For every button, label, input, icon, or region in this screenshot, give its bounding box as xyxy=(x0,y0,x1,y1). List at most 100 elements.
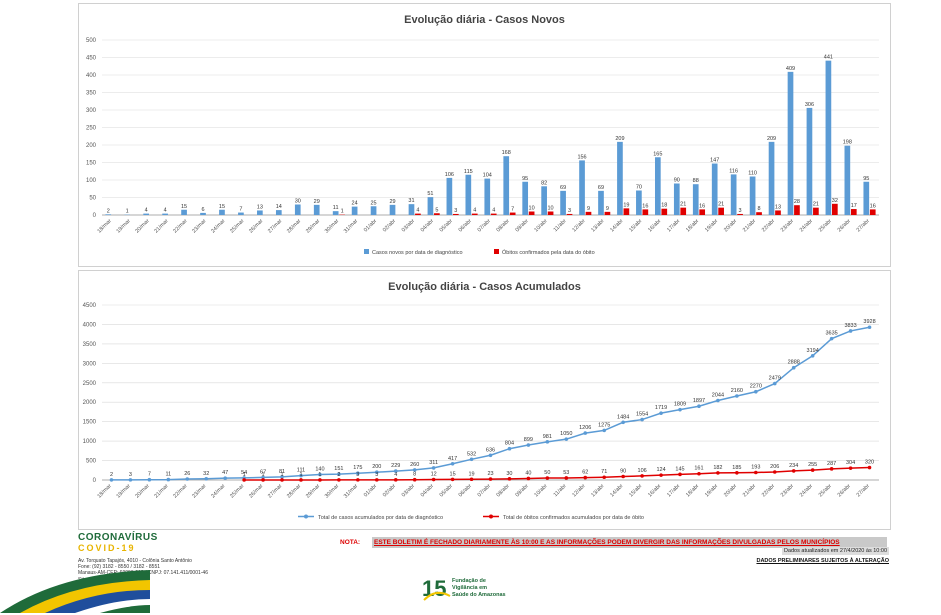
cases-point-label: 532 xyxy=(467,451,476,457)
cases-point-label: 1719 xyxy=(655,405,667,411)
bar-cases-label: 116 xyxy=(729,168,738,174)
x-tick-label: 26/abr xyxy=(837,218,852,233)
deaths-point-label: 145 xyxy=(675,466,684,472)
bar-cases-label: 25 xyxy=(371,200,377,206)
x-tick-label: 21/mar xyxy=(153,218,169,234)
bar-cases xyxy=(560,190,566,215)
nota-text: ESTE BOLETIM É FECHADO DIARIAMENTE ÀS 10… xyxy=(372,537,887,548)
x-tick-label: 19/mar xyxy=(115,218,131,234)
x-tick-label: 21/abr xyxy=(742,483,757,498)
deaths-point-label: 53 xyxy=(563,470,569,476)
y-tick-label: 350 xyxy=(86,91,97,97)
bar-cases xyxy=(749,176,756,215)
cases-point xyxy=(469,457,474,462)
deaths-point xyxy=(261,478,265,482)
bar-cases-label: 6 xyxy=(201,207,204,213)
x-tick-label: 23/mar xyxy=(191,218,207,234)
cases-point xyxy=(223,476,227,480)
bar-cases xyxy=(806,107,813,215)
x-tick-label: 25/mar xyxy=(229,218,245,234)
cases-point-label: 47 xyxy=(222,470,228,476)
x-tick-label: 16/abr xyxy=(647,483,662,498)
x-tick-label: 26/mar xyxy=(248,483,264,499)
x-tick-label: 03/abr xyxy=(401,483,416,498)
x-tick-label: 02/abr xyxy=(382,483,397,498)
y-tick-label: 250 xyxy=(86,126,97,132)
x-tick-label: 19/abr xyxy=(704,483,719,498)
x-tick-label: 24/abr xyxy=(799,483,814,498)
bar-cases-label: 69 xyxy=(560,185,566,191)
bar-cases-label: 13 xyxy=(257,204,263,210)
bar-deaths xyxy=(528,211,535,215)
deaths-point xyxy=(507,477,512,481)
x-tick-label: 06/abr xyxy=(458,483,473,498)
y-tick-label: 100 xyxy=(86,178,97,184)
cases-point xyxy=(697,404,701,409)
deaths-point-label: 320 xyxy=(865,460,874,466)
x-tick-label: 12/abr xyxy=(571,218,586,233)
deaths-point-label: 4 xyxy=(394,472,397,478)
bar-cases xyxy=(673,183,680,215)
deaths-point-label: 23 xyxy=(487,471,493,477)
deaths-point-label: 62 xyxy=(582,470,588,476)
bar-deaths-label: 21 xyxy=(813,202,819,208)
bar-deaths-label: 16 xyxy=(642,203,648,209)
y-tick-label: 4000 xyxy=(83,322,97,328)
cases-point-label: 3635 xyxy=(825,331,837,337)
logo-line2: COVID-19 xyxy=(78,543,136,553)
bar-cases-label: 115 xyxy=(464,169,473,175)
legend-label: Óbitos confirmados pela data do óbito xyxy=(502,249,595,256)
bar-deaths-label: 8 xyxy=(758,206,761,212)
deaths-point-label: 287 xyxy=(827,461,836,467)
bar-deaths xyxy=(737,213,743,215)
bar-cases xyxy=(257,210,263,215)
bar-cases xyxy=(181,209,187,215)
cases-point xyxy=(356,471,360,475)
deaths-point xyxy=(526,476,531,481)
y-tick-label: 0 xyxy=(93,478,97,484)
bar-cases-label: 51 xyxy=(427,191,433,197)
cases-point xyxy=(564,437,569,441)
x-tick-label: 11/abr xyxy=(553,483,568,498)
bar-cases xyxy=(617,141,623,215)
bar-cases-label: 306 xyxy=(805,102,814,108)
cases-point xyxy=(280,475,284,479)
bar-deaths xyxy=(623,208,630,215)
bar-deaths xyxy=(850,209,857,215)
x-tick-label: 07/abr xyxy=(477,483,492,498)
bar-deaths-label: 9 xyxy=(587,206,590,212)
bar-deaths-label: 16 xyxy=(870,203,876,209)
bar-deaths-label: 3 xyxy=(568,208,571,214)
cases-point-label: 2 xyxy=(110,472,113,478)
bar-cases-label: 1 xyxy=(126,209,129,215)
cases-point xyxy=(450,461,455,466)
deaths-point xyxy=(412,477,417,482)
cases-point-label: 229 xyxy=(391,463,400,469)
deaths-line xyxy=(244,466,870,481)
x-tick-label: 29/mar xyxy=(305,483,321,499)
x-tick-label: 21/abr xyxy=(742,218,757,233)
cases-point xyxy=(754,389,758,394)
y-tick-label: 1000 xyxy=(83,439,97,445)
bar-cases-label: 29 xyxy=(314,199,320,205)
bar-deaths xyxy=(490,213,497,215)
x-tick-label: 13/abr xyxy=(590,218,605,233)
deaths-point xyxy=(318,478,322,482)
cases-point-label: 1809 xyxy=(674,402,686,408)
cases-point xyxy=(810,353,815,358)
x-tick-label: 18/mar xyxy=(97,218,113,234)
bar-cases xyxy=(787,71,794,215)
x-tick-label: 26/abr xyxy=(837,483,852,498)
cases-point-label: 981 xyxy=(543,434,552,440)
bar-deaths xyxy=(566,213,573,215)
bar-deaths-label: 18 xyxy=(661,203,667,209)
cases-point-label: 175 xyxy=(353,465,362,471)
bar-cases-label: 69 xyxy=(598,185,604,191)
x-tick-label: 18/abr xyxy=(685,218,700,233)
y-tick-label: 0 xyxy=(93,213,97,219)
cases-point-label: 2044 xyxy=(712,393,724,399)
bar-deaths-label: 1 xyxy=(341,209,344,215)
bar-deaths-label: 13 xyxy=(775,204,781,210)
cases-point xyxy=(526,443,531,447)
cases-point-label: 311 xyxy=(429,460,438,466)
